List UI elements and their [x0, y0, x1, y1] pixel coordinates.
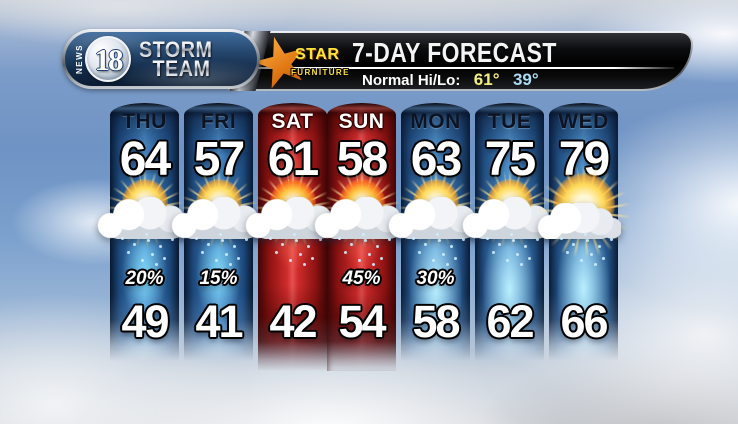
low-temp: 54	[338, 296, 386, 347]
low-temp: 62	[486, 296, 534, 347]
normal-hi-lo-label: Normal Hi/Lo:	[362, 72, 461, 89]
day-label: FRI	[200, 110, 237, 133]
precip-chance: 15%	[199, 268, 238, 289]
header-divider	[246, 67, 674, 69]
forecast-column-mon: MON 63 30% 58	[384, 103, 487, 361]
low-temp: 66	[560, 296, 608, 347]
channel-number: 18	[94, 41, 124, 77]
storm-text: STORM	[139, 37, 213, 62]
sponsor-tagline: FURNITURE	[291, 68, 350, 77]
high-temp: 61	[267, 133, 319, 186]
forecast-column-tue: TUE 75 62	[458, 103, 561, 361]
normal-hi-lo: Normal Hi/Lo: 61° 39°	[362, 70, 539, 90]
header-bar	[225, 31, 693, 91]
low-temp: 49	[121, 296, 169, 347]
high-temp: 64	[119, 133, 171, 186]
precip-chance: 45%	[342, 268, 381, 289]
news18-storm-team-logo: NEWS 18 STORM TEAM	[62, 29, 260, 89]
day-label: MON	[410, 110, 461, 133]
storm-team-wordmark: STORM TEAM	[139, 37, 213, 81]
precip-chance: 20%	[125, 268, 164, 289]
logo-panel: NEWS 18 STORM TEAM	[65, 32, 257, 86]
high-temp: 75	[484, 133, 536, 186]
day-label: SUN	[338, 110, 385, 133]
normal-lo-value: 39°	[512, 70, 539, 89]
forecast-column-wed: WED 79 66	[534, 103, 633, 361]
low-temp: 42	[269, 296, 317, 347]
day-label: THU	[122, 110, 167, 133]
forecast-column-thu: THU 64 20% 49	[93, 103, 196, 361]
low-temp: 58	[412, 296, 460, 347]
precip-chance: 30%	[416, 268, 455, 289]
day-label: WED	[558, 110, 609, 133]
forecast-column-sat: SAT 61 42	[241, 103, 344, 371]
news-vertical-label: NEWS	[75, 44, 84, 74]
high-temp: 57	[193, 133, 245, 186]
sponsor-star-furniture: STAR FURNITURE	[254, 33, 364, 91]
low-temp: 41	[195, 296, 243, 347]
team-text: TEAM	[152, 56, 211, 81]
sponsor-name: STAR	[295, 46, 340, 63]
day-label: TUE	[487, 110, 532, 133]
forecast-column-sun: SUN 58 45% 54	[310, 103, 413, 371]
forecast-column-fri: FRI 57 15% 41	[167, 103, 270, 361]
channel-18-badge: 18	[85, 36, 131, 82]
normal-hi-value: 61°	[473, 70, 500, 89]
high-temp: 58	[336, 133, 388, 186]
high-temp: 63	[410, 133, 462, 186]
forecast-columns: THU 64 20% 49 FRI 57 15% 41 SAT 61	[93, 103, 633, 371]
high-temp: 79	[558, 133, 610, 186]
day-label: SAT	[271, 110, 314, 133]
forecast-title: 7-DAY FORECAST	[352, 37, 557, 68]
